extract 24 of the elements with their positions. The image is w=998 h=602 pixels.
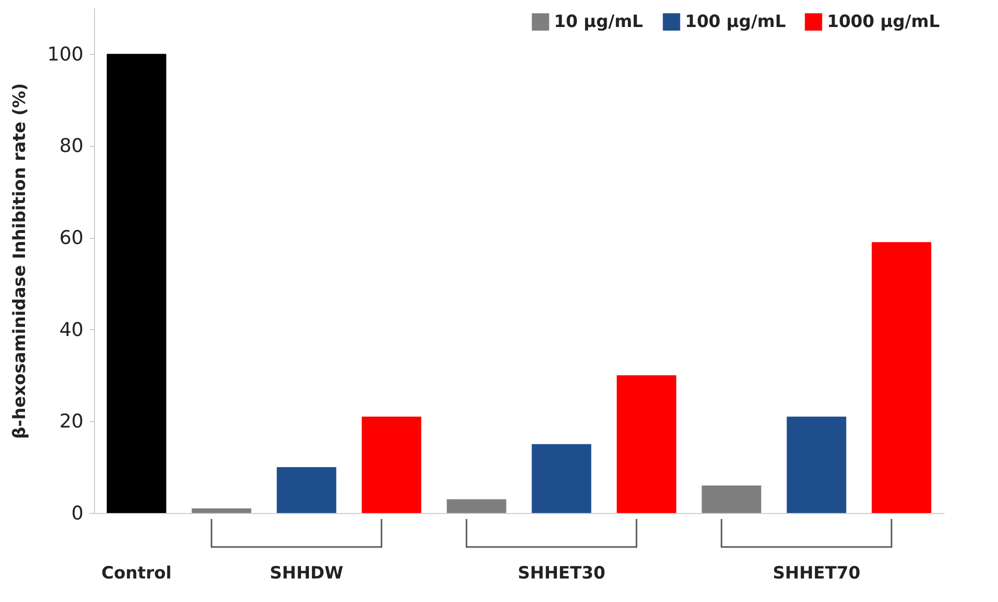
bar	[362, 416, 422, 513]
y-tick-label: 20	[59, 410, 84, 433]
bar	[276, 467, 336, 513]
y-tick-label: 100	[47, 43, 84, 66]
y-tick-label: 80	[59, 135, 84, 158]
x-tick-label: SHHDW	[270, 564, 344, 584]
bar	[532, 444, 592, 513]
bar	[786, 416, 846, 513]
x-tick-label: SHHET30	[518, 564, 606, 584]
x-tick-label: Control	[101, 564, 172, 584]
y-tick-label: 0	[71, 502, 84, 524]
bar	[616, 375, 676, 513]
y-tick-label: 60	[59, 227, 84, 250]
bar	[446, 499, 506, 513]
legend-label: 10 µg/mL	[554, 12, 644, 32]
bar	[192, 508, 252, 513]
bar	[872, 242, 932, 513]
y-tick-label: 40	[59, 318, 84, 341]
bar	[106, 54, 166, 513]
bar	[702, 485, 762, 513]
legend-label: 1000 µg/mL	[827, 12, 940, 32]
y-axis-title: β-hexosaminidase Inhibition rate (%)	[10, 83, 30, 439]
x-tick-label: SHHET70	[772, 564, 860, 584]
legend-label: 100 µg/mL	[685, 12, 786, 32]
